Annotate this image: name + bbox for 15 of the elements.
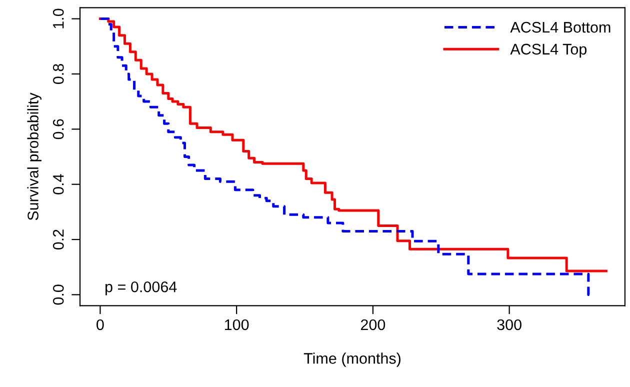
x-axis-title: Time (months) bbox=[304, 352, 400, 367]
y-tick-label: 0.0 bbox=[52, 284, 64, 305]
y-tick-label: 0.4 bbox=[52, 174, 64, 194]
legend-label: ACSL4 Top bbox=[510, 44, 587, 58]
y-tick-label: 0.2 bbox=[52, 230, 64, 250]
legend-label: ACSL4 Bottom bbox=[510, 22, 610, 33]
x-tick-label: 200 bbox=[360, 319, 386, 330]
y-tick-label: 0.8 bbox=[52, 64, 64, 84]
x-tick-label: 300 bbox=[497, 319, 522, 330]
y-axis-title: Survival probability bbox=[27, 92, 42, 220]
annotation: p = 0.0064 bbox=[106, 281, 177, 296]
y-tick-label: 1.0 bbox=[52, 8, 64, 28]
x-tick-label: 0 bbox=[96, 319, 104, 330]
y-tick-label: 0.6 bbox=[52, 119, 64, 140]
x-tick-label: 100 bbox=[224, 319, 249, 330]
